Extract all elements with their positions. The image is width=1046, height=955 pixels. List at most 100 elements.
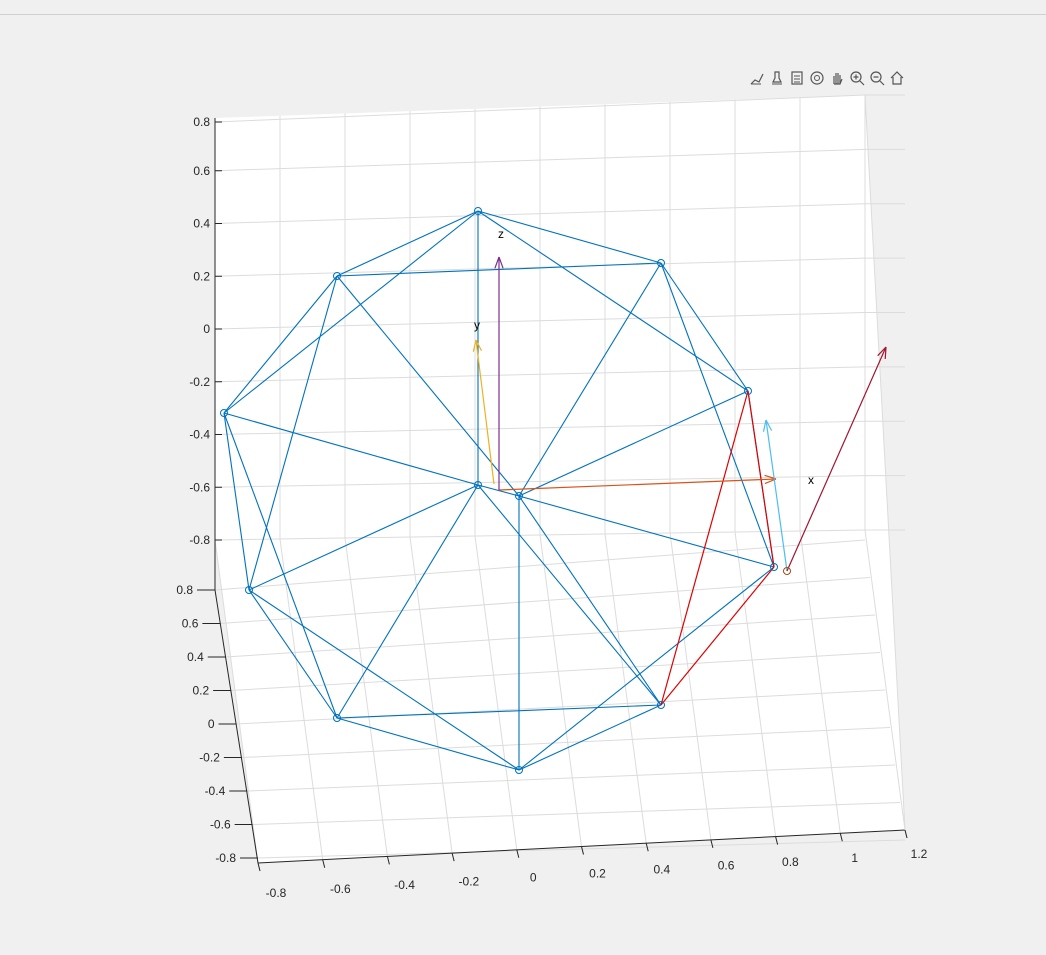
y-tick-label: -0.8 — [215, 851, 236, 865]
x-tick-mark — [451, 852, 455, 862]
x-axis-line — [257, 829, 906, 864]
mesh-edge — [477, 210, 662, 264]
x-tick-label: 1.2 — [911, 847, 928, 861]
x-tick-label: -0.4 — [394, 878, 415, 892]
mesh-edge — [477, 210, 749, 392]
z-tick-label: -0.2 — [189, 375, 210, 389]
zoom-in-icon[interactable] — [848, 69, 866, 87]
x-tick-mark — [257, 862, 261, 872]
mesh-edge — [660, 262, 775, 568]
highlight-edge — [660, 566, 775, 706]
legend-icon[interactable] — [788, 69, 806, 87]
vertex-marker — [657, 259, 665, 267]
right-box-edge — [864, 94, 906, 831]
mesh-edge — [223, 210, 479, 414]
x-grid-line-floor — [539, 534, 582, 847]
mesh-edge — [518, 704, 662, 771]
axes-toolbar — [748, 68, 906, 88]
home-icon[interactable] — [888, 69, 906, 87]
pan-icon[interactable] — [828, 69, 846, 87]
vertex-marker — [515, 492, 523, 500]
vector-arrows: x y z — [472, 227, 887, 572]
mesh-edge — [336, 484, 479, 719]
zoom-out-icon[interactable] — [868, 69, 886, 87]
mesh-edge — [518, 262, 662, 497]
mesh-edges — [223, 210, 775, 771]
y-grid-line — [214, 539, 866, 591]
mesh-edge — [223, 412, 338, 719]
rotate-3d-icon[interactable] — [808, 69, 826, 87]
mesh-edge — [336, 704, 662, 719]
y-grid-line — [220, 577, 871, 624]
x-tick-label: -0.6 — [330, 882, 351, 896]
highlight-edge — [660, 390, 749, 706]
x-tick-label: 0.2 — [589, 867, 606, 881]
x-grid-line-floor — [734, 531, 777, 837]
x-grid-line-floor — [604, 533, 647, 844]
x-grid-line-floor — [669, 532, 712, 840]
axes-panels — [215, 95, 905, 863]
y-tick-label: -0.6 — [210, 818, 231, 832]
x-tick-mark — [904, 829, 908, 839]
y-grid-line — [241, 727, 891, 758]
x-tick-mark — [516, 849, 520, 858]
x-tick-label: -0.8 — [266, 886, 287, 900]
x-grid-line-floor — [799, 530, 841, 834]
y-tick-label: 0 — [208, 717, 215, 731]
y-tick-label: 0.6 — [182, 617, 199, 631]
mesh-edge — [248, 484, 479, 591]
x-tick-mark — [581, 846, 584, 855]
vertex-marker — [515, 766, 523, 774]
z-tick-label: 0.8 — [193, 115, 210, 129]
x-grid-line-floor — [409, 536, 453, 854]
z-tick-label: 0.4 — [193, 217, 210, 231]
z-tick-label: 0.6 — [193, 164, 210, 178]
z-tick-label: -0.4 — [189, 428, 210, 442]
tick-labels: 0.8 0.6 0.4 0.2 0 -0.2 -0.4 -0.6 -0.8 -0.8 -0.6 -0.… — [176, 115, 927, 900]
mesh-edge — [223, 275, 338, 414]
mesh-edge — [336, 275, 520, 497]
z-tick-label: -0.6 — [189, 480, 210, 494]
axes-lines — [197, 94, 908, 872]
x-grid-line-floor — [344, 537, 388, 857]
x-grid-line-floor — [279, 538, 324, 860]
x-tick-label: 0.8 — [782, 855, 799, 869]
brush-icon[interactable] — [748, 69, 766, 87]
y-grid-line — [225, 614, 876, 658]
mesh-edge — [518, 495, 775, 568]
x-tick-label: 0 — [530, 870, 537, 884]
mesh-edge — [477, 484, 662, 706]
x-tick-mark — [645, 843, 649, 852]
z-tick-label: 0 — [203, 322, 210, 336]
mesh-edge — [518, 390, 749, 497]
z-tick-label: -0.8 — [189, 533, 210, 547]
z-tick-label: 0.2 — [193, 269, 210, 283]
mesh-edge — [248, 589, 520, 771]
vertex-markers — [220, 207, 791, 774]
x-tick-label: -0.2 — [459, 874, 480, 888]
vertex-marker — [220, 409, 228, 417]
cyan-arrow — [762, 419, 788, 572]
x-arrow-label: x — [808, 473, 814, 487]
vertex-marker — [744, 387, 752, 395]
vertex-marker — [474, 207, 482, 215]
y-grid-line — [236, 689, 886, 725]
z-arrow — [494, 256, 504, 490]
x-tick-mark — [386, 856, 390, 865]
x-grid-line-floor — [214, 539, 259, 864]
mesh-edge — [336, 210, 479, 277]
y-axis-line — [214, 589, 259, 864]
x-grid-line-floor — [474, 535, 518, 850]
y-tick-label: -0.4 — [205, 784, 226, 798]
vertex-marker — [245, 586, 253, 594]
x-tick-mark — [775, 836, 779, 845]
vertex-marker — [333, 714, 341, 722]
x-tick-label: 0.6 — [718, 859, 735, 873]
x-tick-mark — [710, 839, 714, 849]
x-grid-line-floor — [864, 529, 906, 831]
mesh-edge — [336, 717, 520, 771]
data-tips-icon[interactable] — [768, 69, 786, 87]
z-arrow-label: z — [498, 227, 504, 241]
grid-lines — [214, 94, 906, 864]
